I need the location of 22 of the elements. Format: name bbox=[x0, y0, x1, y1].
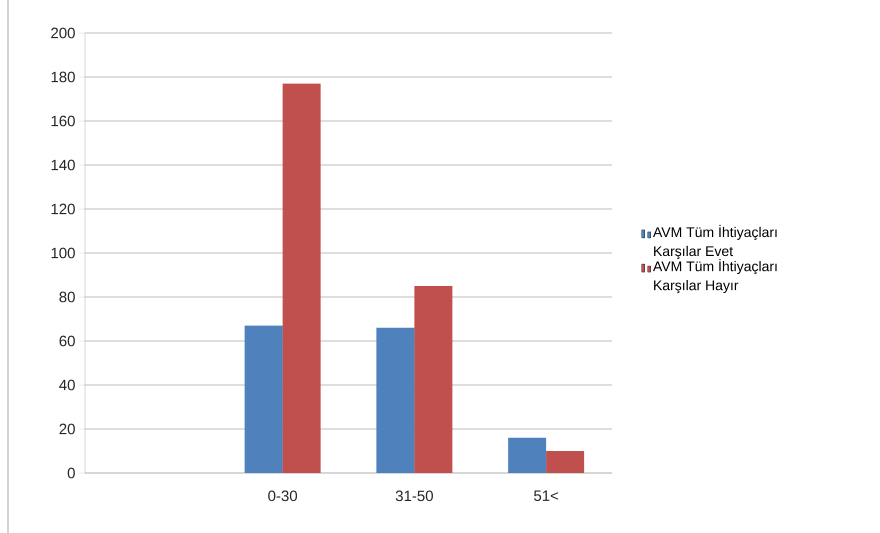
y-tick-label: 80 bbox=[59, 292, 75, 302]
x-tick-label: 51< bbox=[534, 490, 558, 501]
y-tick-label: 0 bbox=[68, 468, 75, 478]
y-tick-label: 20 bbox=[60, 424, 75, 434]
y-tick-label: 100 bbox=[52, 248, 75, 258]
x-tick-label: 31-50 bbox=[396, 490, 433, 502]
bar bbox=[282, 84, 321, 473]
y-tick-label: 40 bbox=[59, 380, 75, 390]
y-tick-label: 160 bbox=[52, 116, 75, 126]
y-tick-label: 140 bbox=[52, 160, 75, 170]
bar bbox=[376, 328, 414, 473]
y-tick-label: 200 bbox=[51, 28, 75, 38]
bar bbox=[546, 451, 584, 473]
bar bbox=[244, 326, 283, 473]
y-tick-label: 120 bbox=[52, 204, 75, 214]
bar bbox=[508, 438, 546, 473]
bar bbox=[414, 286, 452, 473]
legend-label: AVM Tüm İhtiyaçları Karşılar Evet bbox=[652, 224, 777, 259]
legend-label: AVM Tüm İhtiyaçları Karşılar Hayır bbox=[652, 258, 777, 294]
y-tick-label: 60 bbox=[60, 336, 75, 346]
y-tick-label: 180 bbox=[52, 72, 75, 82]
x-tick-label: 0-30 bbox=[268, 490, 298, 502]
